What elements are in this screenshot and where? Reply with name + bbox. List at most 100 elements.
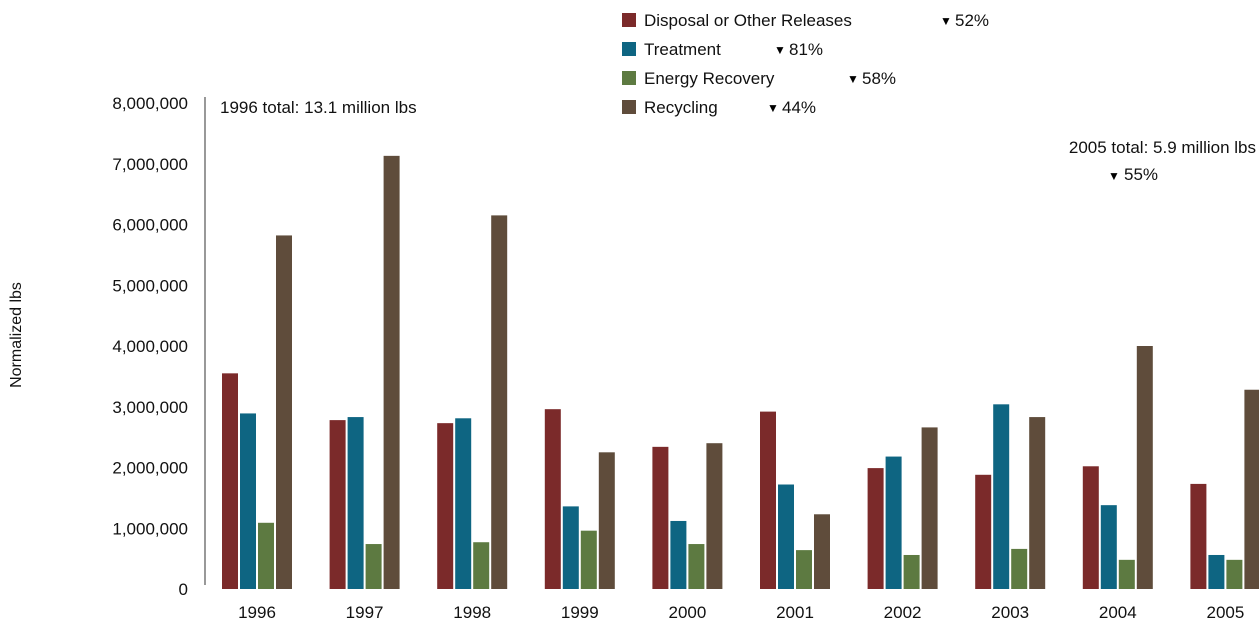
x-tick-label: 2000 (668, 603, 706, 620)
bar-disposal-or-other-releases-2002 (867, 468, 884, 589)
legend-change: 52% (955, 11, 989, 30)
y-axis-ticks: 0 1,000,000 2,000,000 3,000,000 4,000,000 5,0… (112, 94, 188, 599)
bar-disposal-or-other-releases-2000 (652, 446, 669, 589)
down-arrow-icon: ▼ (940, 14, 952, 28)
bar-disposal-or-other-releases-2001 (760, 411, 776, 589)
legend-item: Energy Recovery ▼ 58% (622, 69, 896, 88)
down-arrow-icon: ▼ (1108, 169, 1120, 183)
x-axis-ticks: 1996 1997 1998 1999 2000 2001 2002 2003 2004 2005 (238, 603, 1244, 620)
x-tick-label: 2004 (1099, 603, 1137, 620)
legend-label: Treatment (644, 40, 721, 59)
bar-disposal-or-other-releases-2003 (975, 474, 992, 589)
bar-recycling-1998 (491, 215, 508, 589)
legend-item: Recycling ▼ 44% (622, 98, 816, 117)
end-change-note: ▼ 55% (1108, 165, 1158, 184)
bar-recycling-2001 (814, 514, 830, 589)
bar-treatment-2004 (1100, 505, 1117, 589)
legend-change: 44% (782, 98, 816, 117)
x-tick-label: 1999 (561, 603, 599, 620)
y-tick-label: 4,000,000 (112, 337, 188, 356)
bar-recycling-2004 (1136, 346, 1153, 589)
bar-energy-recovery-1997 (365, 544, 382, 589)
x-tick-label: 2002 (884, 603, 922, 620)
bar-group-2004 (1082, 346, 1153, 589)
legend-change: 81% (789, 40, 823, 59)
y-tick-label: 3,000,000 (112, 398, 188, 417)
y-tick-label: 6,000,000 (112, 216, 188, 235)
bar-recycling-2003 (1029, 417, 1046, 589)
bar-energy-recovery-2002 (903, 554, 920, 589)
bar-recycling-2005 (1244, 389, 1259, 589)
x-tick-label: 1998 (453, 603, 491, 620)
start-total-note: 1996 total: 13.1 million lbs (220, 98, 417, 117)
y-tick-label: 8,000,000 (112, 94, 188, 113)
y-tick-label: 2,000,000 (112, 459, 188, 478)
bar-disposal-or-other-releases-1999 (544, 409, 561, 589)
bar-energy-recovery-2005 (1226, 559, 1243, 589)
bar-group-2001 (760, 411, 830, 589)
legend: Disposal or Other Releases ▼ 52%Treatment ▼… (622, 11, 989, 117)
x-tick-label: 2001 (776, 603, 814, 620)
bar-treatment-1999 (562, 506, 579, 589)
bar-energy-recovery-2004 (1118, 559, 1135, 589)
down-arrow-icon: ▼ (847, 72, 859, 86)
end-total-note: 2005 total: 5.9 million lbs (1069, 138, 1256, 157)
end-change-value: 55% (1124, 165, 1158, 184)
bar-treatment-1997 (347, 417, 364, 589)
y-tick-label: 1,000,000 (112, 519, 188, 538)
y-tick-label: 7,000,000 (112, 155, 188, 174)
bar-energy-recovery-1999 (580, 530, 597, 589)
y-tick-label: 5,000,000 (112, 276, 188, 295)
y-tick-label: 0 (179, 580, 188, 599)
bar-energy-recovery-1996 (258, 522, 274, 589)
bar-group-1999 (544, 409, 615, 589)
legend-label: Disposal or Other Releases (644, 11, 852, 30)
legend-change: 58% (862, 69, 896, 88)
legend-swatch (622, 71, 636, 85)
bar-disposal-or-other-releases-1998 (437, 423, 454, 589)
bar-recycling-1997 (383, 155, 400, 590)
bar-treatment-2000 (670, 520, 687, 589)
bar-group-2003 (975, 404, 1046, 589)
bar-treatment-1996 (240, 413, 256, 589)
bar-group-2005 (1190, 389, 1259, 589)
bar-group-2002 (867, 427, 938, 589)
bar-recycling-1999 (598, 452, 615, 589)
bar-disposal-or-other-releases-1997 (329, 420, 346, 589)
bar-treatment-1998 (455, 418, 472, 589)
x-tick-label: 2005 (1206, 603, 1244, 620)
legend-label: Recycling (644, 98, 718, 117)
legend-swatch (622, 13, 636, 27)
bar-disposal-or-other-releases-1996 (222, 373, 238, 589)
bar-recycling-2000 (706, 443, 723, 589)
bar-treatment-2001 (778, 484, 794, 589)
legend-swatch (622, 100, 636, 114)
y-axis-title: Normalized lbs (8, 282, 25, 388)
bar-group-1996 (222, 235, 292, 589)
bar-treatment-2005 (1208, 554, 1225, 589)
bar-recycling-2002 (921, 427, 938, 589)
down-arrow-icon: ▼ (767, 101, 779, 115)
bar-energy-recovery-2003 (1011, 548, 1028, 589)
bar-group-1997 (329, 155, 400, 590)
legend-swatch (622, 42, 636, 56)
bar-groups (222, 155, 1259, 590)
bar-disposal-or-other-releases-2005 (1190, 483, 1207, 589)
bar-treatment-2003 (993, 404, 1010, 589)
bar-recycling-1996 (276, 235, 292, 589)
bar-energy-recovery-1998 (473, 542, 490, 589)
x-tick-label: 1997 (346, 603, 384, 620)
bar-energy-recovery-2000 (688, 544, 705, 589)
down-arrow-icon: ▼ (774, 43, 786, 57)
bar-energy-recovery-2001 (796, 550, 812, 589)
x-tick-label: 2003 (991, 603, 1029, 620)
bar-group-1998 (437, 215, 508, 589)
legend-item: Disposal or Other Releases ▼ 52% (622, 11, 989, 30)
legend-label: Energy Recovery (644, 69, 775, 88)
bar-group-2000 (652, 443, 723, 589)
x-tick-label: 1996 (238, 603, 276, 620)
legend-item: Treatment ▼ 81% (622, 40, 823, 59)
bar-disposal-or-other-releases-2004 (1082, 466, 1099, 589)
bar-treatment-2002 (885, 456, 902, 589)
